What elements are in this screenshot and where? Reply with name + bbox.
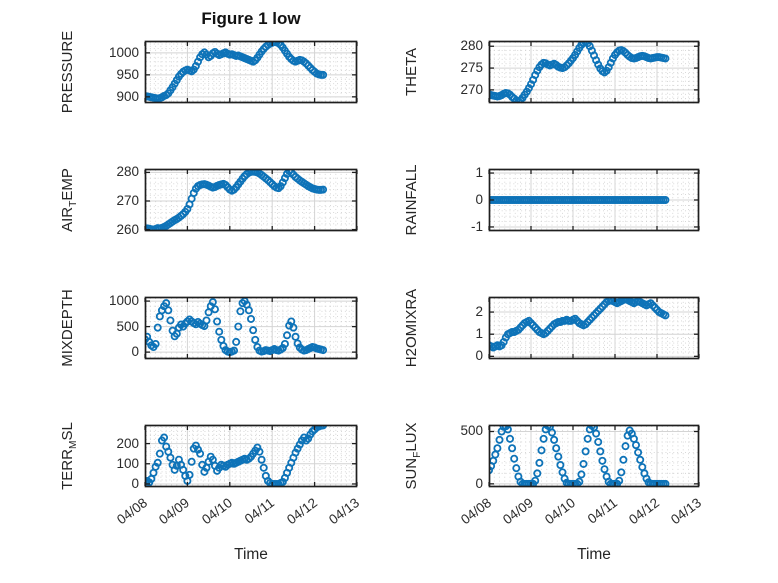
mixdepth-ytick-label: 0: [131, 344, 139, 360]
pressure-ytick-label: 900: [116, 88, 139, 104]
major-grid: [490, 42, 698, 102]
major-grid: [490, 170, 698, 230]
x-axis-label-left: Time: [234, 546, 268, 563]
x-axis-label-right: Time: [577, 546, 611, 563]
axis-tick-marks: [488, 426, 700, 486]
sun_flux-ytick-label: 0: [475, 475, 483, 491]
major-grid: [146, 42, 356, 102]
axis-tick-marks: [144, 170, 358, 231]
theta-data-markers: [489, 41, 670, 103]
plot-area-theta: [488, 40, 700, 104]
figure-title: Figure 1 low: [201, 9, 301, 28]
air_temp-ytick-label: 260: [116, 221, 139, 237]
h2omixra-ytick-label: 2: [475, 304, 483, 320]
pressure-ytick-label: 950: [116, 66, 139, 82]
axis-tick-marks: [144, 298, 358, 358]
axis-tick-marks: [488, 42, 700, 102]
air_temp-ytick-label: 270: [116, 193, 139, 208]
plot-area-mixdepth: [144, 296, 358, 360]
axis-tick-marks: [488, 298, 700, 358]
h2omixra-ytick-label: 1: [475, 326, 483, 342]
rainfall-ytick-label: -1: [470, 218, 483, 234]
plot-area-air_temp: [144, 168, 358, 232]
sun_flux-ytick-label: 500: [460, 423, 483, 439]
terr_msl-ytick-label: 200: [116, 435, 139, 451]
mixdepth-ytick-label: 500: [116, 318, 139, 334]
terr_msl-ytick-label: 0: [131, 475, 139, 491]
rainfall-ytick-label: 1: [475, 165, 483, 181]
rainfall-data-markers: [489, 195, 670, 204]
pressure-data-markers: [145, 41, 328, 103]
terr_msl-ytick-label: 100: [116, 455, 139, 471]
plot-area-h2omixra: [488, 296, 700, 360]
sun_flux-data-markers: [489, 425, 670, 487]
axis-tick-marks: [144, 426, 358, 486]
sun_flux-axis-label: SUNFLUX: [403, 422, 423, 490]
axis-tick-marks: [144, 42, 358, 102]
plot-area-rainfall: [488, 168, 700, 232]
air_temp-data-markers: [145, 169, 328, 231]
plot-area-pressure: [144, 40, 358, 104]
mixdepth-ytick-label: 1000: [108, 293, 139, 309]
plot-area-sun_flux: [488, 424, 700, 488]
rainfall-ytick-label: 0: [475, 192, 483, 207]
theta-ytick-label: 275: [460, 60, 483, 76]
plot-area-terr_msl: [144, 424, 358, 488]
theta-ytick-label: 270: [460, 81, 483, 97]
mixdepth-data-markers: [145, 297, 328, 357]
axis-tick-marks: [488, 170, 700, 230]
air_temp-ytick-label: 280: [116, 164, 139, 180]
terr_msl-data-markers: [145, 425, 328, 487]
terr_msl-axis-label: TERRMSL: [59, 422, 79, 490]
theta-ytick-label: 280: [460, 38, 483, 54]
pressure-ytick-label: 1000: [108, 44, 139, 60]
h2omixra-ytick-label: 0: [475, 348, 483, 364]
major-grid: [490, 426, 698, 486]
